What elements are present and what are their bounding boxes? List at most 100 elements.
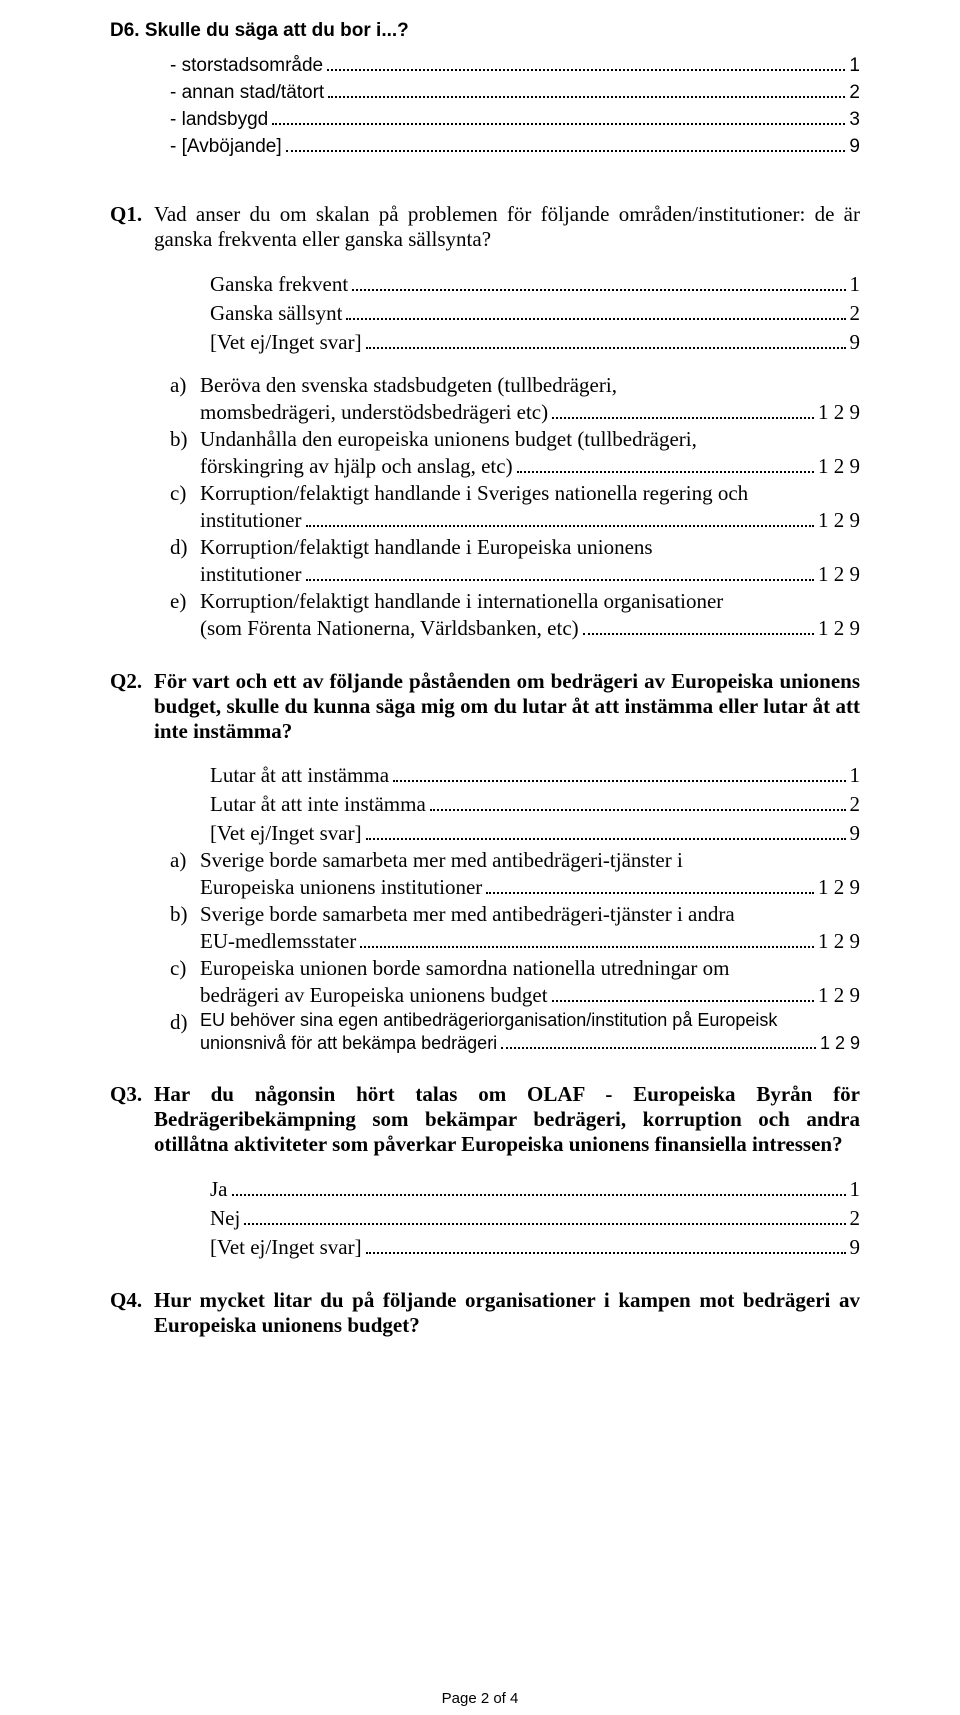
leader-dots bbox=[286, 133, 846, 152]
leader-dots bbox=[232, 1175, 846, 1196]
leader-dots bbox=[366, 1233, 846, 1254]
scale-value: 1 bbox=[850, 272, 861, 297]
q3-option-2: [Vet ej/Inget svar] 9 bbox=[210, 1233, 860, 1260]
item-pre: Beröva den svenska stadsbudgeten (tullbe… bbox=[200, 373, 860, 398]
item-value: 1 2 9 bbox=[818, 454, 860, 479]
item-last: EU-medlemsstater bbox=[200, 929, 356, 954]
option-value: 2 bbox=[849, 82, 860, 104]
item-value: 1 2 9 bbox=[818, 929, 860, 954]
scale-label: Ganska frekvent bbox=[210, 272, 348, 297]
item-last: institutioner bbox=[200, 508, 302, 533]
scale-value: 1 bbox=[850, 763, 861, 788]
option-label: Ja bbox=[210, 1177, 228, 1202]
item-last: momsbedrägeri, understödsbedrägeri etc) bbox=[200, 400, 548, 425]
leader-dots bbox=[552, 398, 814, 419]
option-label: - [Avböjande] bbox=[170, 136, 282, 158]
leader-dots bbox=[352, 270, 845, 291]
option-value: 1 bbox=[849, 55, 860, 77]
option-value: 9 bbox=[850, 1235, 861, 1260]
item-pre: Europeiska unionen borde samordna nation… bbox=[200, 956, 860, 981]
item-value: 1 2 9 bbox=[818, 875, 860, 900]
q1-item-b: b) Undanhålla den europeiska unionens bu… bbox=[170, 427, 860, 479]
item-value: 1 2 9 bbox=[818, 400, 860, 425]
d6-option-1: - annan stad/tätort 2 bbox=[170, 79, 860, 104]
q2-scale: Lutar åt att instämma 1 Lutar åt att int… bbox=[210, 762, 860, 847]
item-last: institutioner bbox=[200, 562, 302, 587]
scale-value: 2 bbox=[850, 792, 861, 817]
item-pre: Korruption/felaktigt handlande i Sverige… bbox=[200, 481, 860, 506]
item-pre: Sverige borde samarbeta mer med antibedr… bbox=[200, 902, 860, 927]
leader-dots bbox=[306, 560, 815, 581]
leader-dots bbox=[360, 927, 814, 948]
item-marker: b) bbox=[170, 427, 200, 479]
q3-option-0: Ja 1 bbox=[210, 1175, 860, 1202]
option-value: 9 bbox=[849, 136, 860, 158]
scale-label: Ganska sällsynt bbox=[210, 301, 342, 326]
q1-item-d: d) Korruption/felaktigt handlande i Euro… bbox=[170, 535, 860, 587]
leader-dots bbox=[501, 1031, 816, 1049]
item-last: (som Förenta Nationerna, Världsbanken, e… bbox=[200, 616, 579, 641]
q2-scale-1: Lutar åt att inte instämma 2 bbox=[210, 790, 860, 817]
q2-item-d: d) EU behöver sina egen antibedrägeriorg… bbox=[170, 1010, 860, 1054]
option-label: - annan stad/tätort bbox=[170, 82, 324, 104]
scale-label: Lutar åt att instämma bbox=[210, 763, 389, 788]
q1-scale-2: [Vet ej/Inget svar] 9 bbox=[210, 328, 860, 355]
item-value: 1 2 9 bbox=[820, 1033, 860, 1054]
q2-item-a: a) Sverige borde samarbeta mer med antib… bbox=[170, 848, 860, 900]
item-pre: Undanhålla den europeiska unionens budge… bbox=[200, 427, 860, 452]
q4-text: Hur mycket litar du på följande organisa… bbox=[154, 1288, 860, 1338]
scale-label: [Vet ej/Inget svar] bbox=[210, 821, 362, 846]
item-pre: Korruption/felaktigt handlande i interna… bbox=[200, 589, 860, 614]
item-last: bedrägeri av Europeiska unionens budget bbox=[200, 983, 548, 1008]
q1-scale: Ganska frekvent 1 Ganska sällsynt 2 [Vet… bbox=[210, 270, 860, 355]
d6-option-2: - landsbygd 3 bbox=[170, 106, 860, 131]
q4-block: Q4. Hur mycket litar du på följande orga… bbox=[110, 1288, 860, 1338]
item-pre: Korruption/felaktigt handlande i Europei… bbox=[200, 535, 860, 560]
scale-label: Lutar åt att inte instämma bbox=[210, 792, 426, 817]
q3-block: Q3. Har du någonsin hört talas om OLAF -… bbox=[110, 1082, 860, 1260]
q3-text: Har du någonsin hört talas om OLAF - Eur… bbox=[154, 1082, 860, 1157]
item-pre: Sverige borde samarbeta mer med antibedr… bbox=[200, 848, 860, 873]
item-pre: EU behöver sina egen antibedrägeriorgani… bbox=[200, 1010, 860, 1031]
q3-options: Ja 1 Nej 2 [Vet ej/Inget svar] 9 bbox=[210, 1175, 860, 1260]
item-last: unionsnivå för att bekämpa bedrägeri bbox=[200, 1033, 497, 1054]
leader-dots bbox=[272, 106, 845, 125]
q2-item-b: b) Sverige borde samarbeta mer med antib… bbox=[170, 902, 860, 954]
q2-scale-2: [Vet ej/Inget svar] 9 bbox=[210, 819, 860, 846]
item-last: Europeiska unionens institutioner bbox=[200, 875, 482, 900]
leader-dots bbox=[244, 1204, 845, 1225]
leader-dots bbox=[486, 873, 814, 894]
item-marker: d) bbox=[170, 1010, 200, 1054]
q2-block: Q2. För vart och ett av följande påståen… bbox=[110, 669, 860, 1055]
scale-value: 2 bbox=[850, 301, 861, 326]
q2-id: Q2. bbox=[110, 669, 154, 694]
leader-dots bbox=[306, 506, 815, 527]
item-value: 1 2 9 bbox=[818, 508, 860, 533]
option-label: - storstadsområde bbox=[170, 55, 323, 77]
item-marker: e) bbox=[170, 589, 200, 641]
d6-options: - storstadsområde 1 - annan stad/tätort … bbox=[170, 52, 860, 158]
scale-value: 9 bbox=[850, 821, 861, 846]
item-marker: a) bbox=[170, 848, 200, 900]
q3-id: Q3. bbox=[110, 1082, 154, 1107]
option-value: 3 bbox=[849, 109, 860, 131]
option-value: 1 bbox=[850, 1177, 861, 1202]
d6-heading: D6. Skulle du säga att du bor i...? bbox=[110, 20, 860, 42]
q2-scale-0: Lutar åt att instämma 1 bbox=[210, 762, 860, 789]
item-value: 1 2 9 bbox=[818, 983, 860, 1008]
leader-dots bbox=[430, 790, 846, 811]
item-marker: a) bbox=[170, 373, 200, 425]
q4-id: Q4. bbox=[110, 1288, 154, 1313]
item-marker: c) bbox=[170, 956, 200, 1008]
q3-option-1: Nej 2 bbox=[210, 1204, 860, 1231]
page-footer: Page 2 of 4 bbox=[0, 1690, 960, 1707]
leader-dots bbox=[366, 328, 846, 349]
q1-block: Q1. Vad anser du om skalan på problemen … bbox=[110, 202, 860, 640]
q1-id: Q1. bbox=[110, 202, 154, 227]
scale-value: 9 bbox=[850, 330, 861, 355]
item-marker: b) bbox=[170, 902, 200, 954]
leader-dots bbox=[517, 452, 814, 473]
leader-dots bbox=[552, 981, 814, 1002]
option-value: 2 bbox=[850, 1206, 861, 1231]
leader-dots bbox=[346, 299, 845, 320]
